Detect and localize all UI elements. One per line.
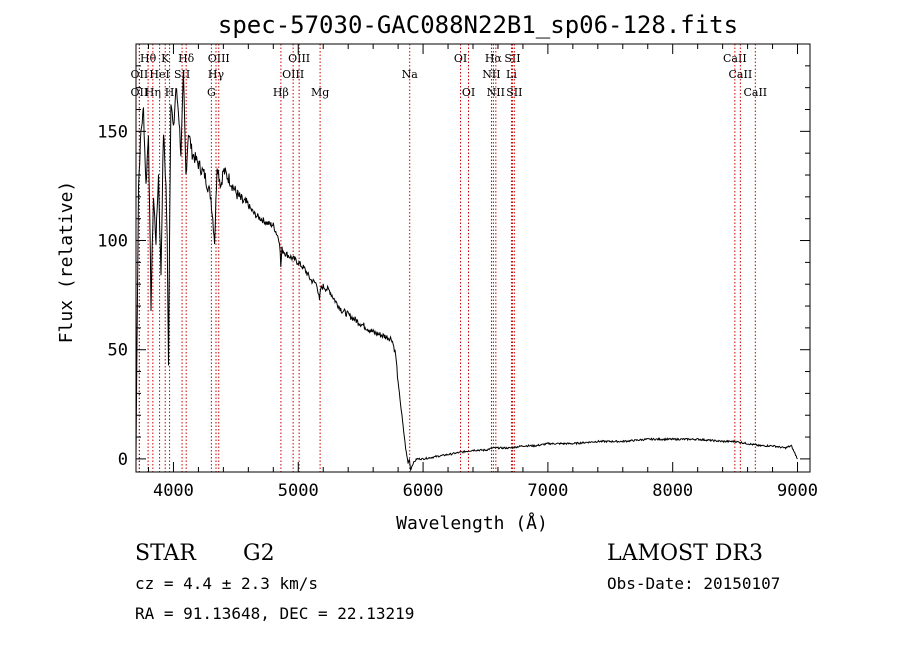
redshift-cz: cz = 4.4 ± 2.3 km/s bbox=[135, 574, 318, 593]
spectral-line-label: CaII bbox=[729, 68, 753, 81]
x-tick-label: 7000 bbox=[527, 481, 568, 501]
spectral-line-label: CaII bbox=[723, 52, 747, 65]
spectral-line-label: NII bbox=[482, 68, 500, 81]
spectral-line-label: Mg bbox=[311, 86, 329, 99]
spectral-line-label: OIII bbox=[282, 68, 304, 81]
x-axis-label: Wavelength (Å) bbox=[396, 512, 548, 534]
spectral-line-label: K bbox=[161, 52, 170, 65]
spectral-line-label: SII bbox=[506, 86, 522, 99]
spectral-line-label: OIII bbox=[208, 52, 230, 65]
chart-title: spec-57030-GAC088N22B1_sp06-128.fits bbox=[218, 11, 738, 39]
object-subclass: G2 bbox=[243, 541, 275, 566]
spectrum-series bbox=[135, 71, 798, 472]
y-tick-label: 100 bbox=[97, 232, 128, 252]
x-axis-ticks: 4000 5000 6000 7000 8000 9000 bbox=[147, 44, 818, 501]
spectral-line-label: Hβ bbox=[273, 86, 289, 99]
spectral-line-label: CaII bbox=[743, 86, 767, 99]
y-axis-ticks: 0 50 100 150 bbox=[97, 65, 810, 470]
spectral-line-label: Li bbox=[506, 68, 517, 81]
y-tick-label: 50 bbox=[108, 341, 128, 361]
spectral-line-label: SII bbox=[504, 52, 520, 65]
spectral-line-label: HeI bbox=[149, 68, 169, 81]
x-tick-label: 9000 bbox=[777, 481, 818, 501]
spectral-line-label: OI bbox=[462, 86, 475, 99]
spectral-line-label: Na bbox=[402, 68, 419, 81]
spectrum-line bbox=[135, 71, 798, 472]
spectral-line-label: OI bbox=[454, 52, 467, 65]
spectral-line-label: H bbox=[165, 86, 175, 99]
spectral-line-label: Hη bbox=[145, 86, 161, 99]
x-tick-label: 8000 bbox=[652, 481, 693, 501]
spectral-line-label: OII bbox=[131, 86, 149, 99]
spectral-line-label: Hθ bbox=[140, 52, 157, 65]
x-tick-label: 6000 bbox=[403, 481, 444, 501]
spectral-line-label: SII bbox=[174, 68, 190, 81]
survey-name: LAMOST DR3 bbox=[607, 541, 763, 566]
spectral-line-label: OIII bbox=[288, 52, 310, 65]
spectral-line-label: OII bbox=[131, 68, 149, 81]
spectral-line-label: Hα bbox=[485, 52, 503, 65]
y-tick-label: 0 bbox=[118, 450, 128, 470]
x-tick-label: 4000 bbox=[153, 481, 194, 501]
x-tick-label: 5000 bbox=[278, 481, 319, 501]
object-class: STAR bbox=[135, 541, 197, 566]
y-axis-label: Flux (relative) bbox=[56, 181, 77, 344]
plot-frame bbox=[135, 43, 811, 473]
spectral-line-label: NII bbox=[487, 86, 505, 99]
spectral-line-label: Hγ bbox=[208, 68, 225, 81]
observation-date: Obs-Date: 20150107 bbox=[607, 574, 780, 593]
coordinates: RA = 91.13648, DEC = 22.13219 bbox=[135, 604, 414, 623]
spectral-line-label: Hδ bbox=[178, 52, 195, 65]
y-tick-label: 150 bbox=[97, 122, 128, 142]
spectral-line-label: G bbox=[207, 86, 216, 99]
